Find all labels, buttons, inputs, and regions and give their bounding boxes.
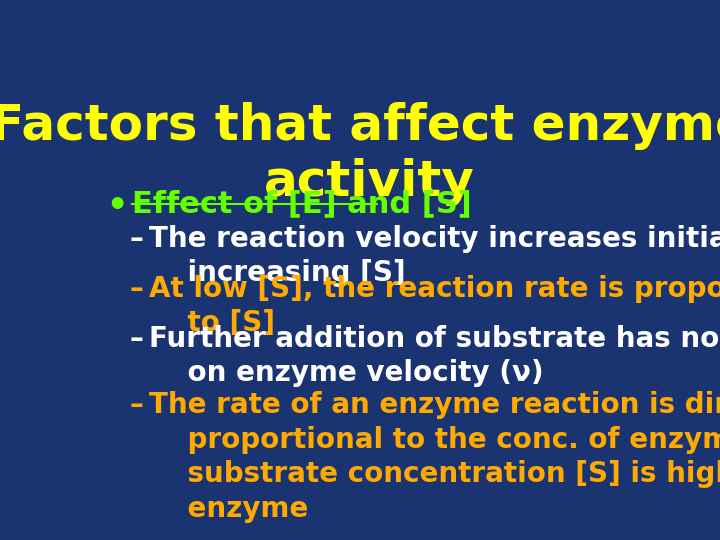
Text: The rate of an enzyme reaction is directly
    proportional to the conc. of enzy: The rate of an enzyme reaction is direct… — [148, 391, 720, 523]
Text: •: • — [107, 190, 128, 222]
Text: At low [S], the reaction rate is proportional
    to [S]: At low [S], the reaction rate is proport… — [148, 275, 720, 338]
Text: The reaction velocity increases initially with
    increasing [S]: The reaction velocity increases initiall… — [148, 225, 720, 287]
Text: –: – — [129, 325, 143, 353]
Text: –: – — [129, 391, 143, 419]
Text: –: – — [129, 275, 143, 303]
Text: Effect of [E] and [S]: Effect of [E] and [S] — [132, 190, 472, 219]
Text: –: – — [129, 225, 143, 253]
Text: Further addition of substrate has no effect
    on enzyme velocity (ν): Further addition of substrate has no eff… — [148, 325, 720, 387]
Text: Factors that affect enzyme
activity: Factors that affect enzyme activity — [0, 102, 720, 206]
